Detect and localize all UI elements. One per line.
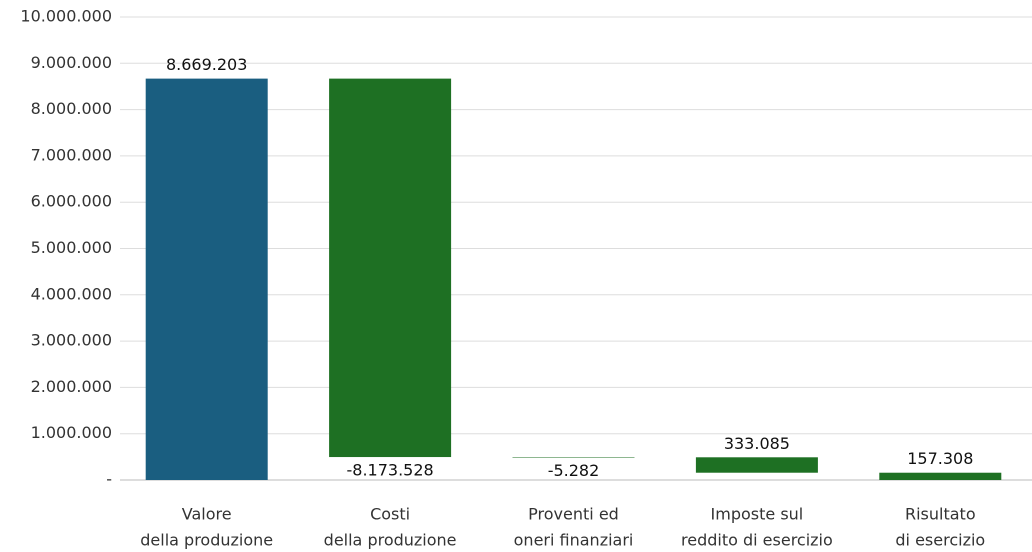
bar: [145, 78, 268, 480]
value-label: 333.085: [724, 434, 790, 453]
bar: [879, 472, 1002, 480]
y-tick-label: -: [106, 470, 112, 489]
y-tick-label: 1.000.000: [31, 423, 112, 442]
value-label: 8.669.203: [166, 55, 247, 74]
bar: [512, 457, 635, 458]
x-tick-label: Risultato: [905, 505, 976, 524]
y-tick-label: 6.000.000: [31, 192, 112, 211]
value-label: 157.308: [907, 449, 973, 468]
x-tick-label: Costi: [370, 505, 410, 524]
x-tick-label: reddito di esercizio: [681, 531, 833, 550]
x-tick-label: di esercizio: [895, 531, 985, 550]
x-tick-label: Proventi ed: [528, 505, 619, 524]
y-tick-label: 8.000.000: [31, 99, 112, 118]
y-tick-label: 5.000.000: [31, 238, 112, 257]
x-tick-label: della produzione: [324, 531, 457, 550]
y-tick-label: 10.000.000: [20, 7, 112, 26]
y-tick-label: 9.000.000: [31, 53, 112, 72]
bar: [329, 78, 452, 458]
x-tick-label: Valore: [182, 505, 232, 524]
x-tick-label: Imposte sul: [711, 505, 804, 524]
y-tick-label: 3.000.000: [31, 331, 112, 350]
y-tick-label: 4.000.000: [31, 284, 112, 303]
value-label: -5.282: [548, 461, 600, 480]
y-tick-label: 2.000.000: [31, 377, 112, 396]
bar: [695, 457, 818, 473]
x-tick-label: della produzione: [140, 531, 273, 550]
y-tick-label: 7.000.000: [31, 145, 112, 164]
x-tick-label: oneri finanziari: [514, 531, 634, 550]
value-label: -8.173.528: [346, 461, 433, 480]
